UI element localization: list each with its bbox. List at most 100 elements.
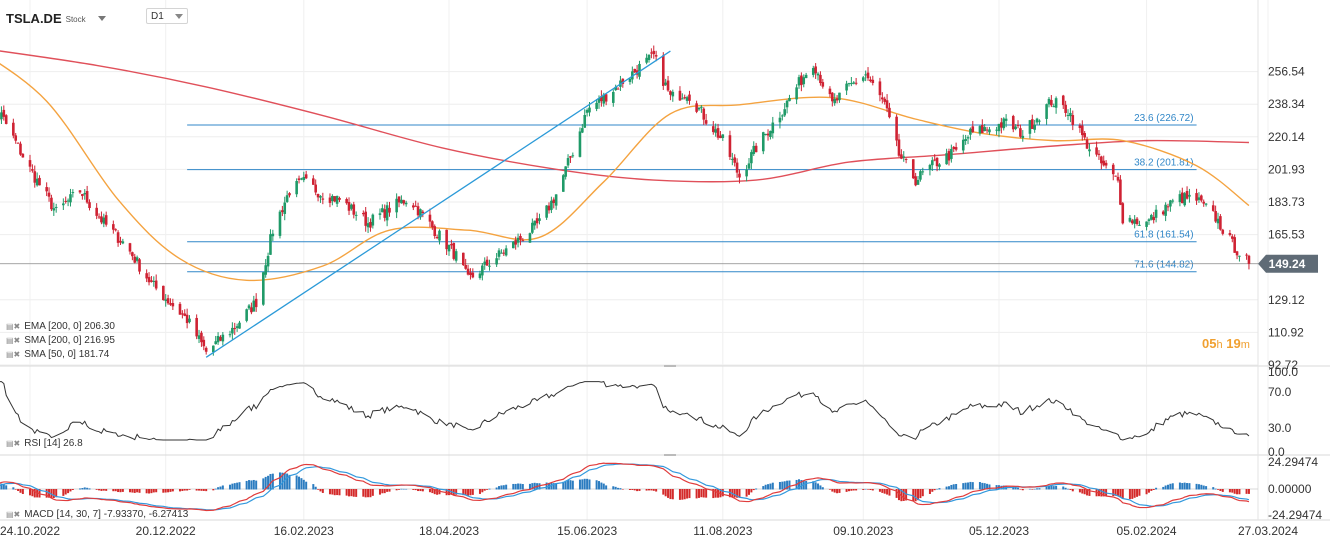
candle-body [545, 205, 548, 218]
candle [981, 119, 984, 134]
macd-histogram-bar [617, 487, 620, 490]
legend-rsi[interactable]: ▤✖ RSI [14] 26.8 [6, 437, 83, 450]
macd-histogram-bar [105, 489, 108, 491]
menu-icon[interactable]: ▤✖ [6, 322, 21, 331]
macd-histogram-bar [212, 489, 215, 491]
macd-histogram-bar [550, 482, 553, 490]
candle-body [602, 94, 606, 104]
candle-body [64, 200, 68, 202]
candle [1245, 253, 1248, 260]
candle [1166, 203, 1170, 212]
candle-body [12, 122, 15, 136]
legend-macd[interactable]: ▤✖ MACD [14, 30, 7] -7.93370, -6.27413 [6, 508, 188, 521]
candle [583, 109, 587, 128]
macd-histogram-bar [321, 489, 324, 493]
candle-body [181, 313, 184, 315]
time-axis: 24.10.2022 20.12.2022 16.02.2023 18.04.2023… [0, 524, 1298, 538]
candle-body [845, 83, 848, 91]
candle-body [452, 242, 456, 259]
candle [319, 195, 322, 203]
candle-body [385, 205, 389, 221]
macd-histogram-bar [362, 489, 365, 497]
candle-body [333, 196, 337, 202]
candle-body [1130, 220, 1134, 224]
candle-body [552, 199, 556, 204]
chevron-down-icon[interactable] [97, 15, 106, 21]
candle-body [200, 332, 203, 343]
candle [2, 105, 6, 121]
macd-histogram-bar [167, 489, 170, 493]
candle-body [1150, 214, 1153, 220]
menu-icon[interactable]: ▤✖ [6, 336, 21, 345]
candle-body [738, 173, 741, 178]
candle-body [4, 115, 8, 124]
macd-histogram-bar [838, 489, 841, 493]
candle-body [97, 216, 101, 218]
macd-histogram-bar [195, 489, 198, 491]
candle-body [116, 232, 120, 243]
legend-sma50[interactable]: ▤✖ SMA [50, 0] 181.74 [6, 348, 109, 361]
timeframe-dropdown[interactable]: D1 [146, 8, 188, 24]
macd-histogram-bar [683, 489, 686, 500]
candle-body [866, 72, 870, 79]
macd-histogram-bar [369, 489, 372, 498]
macd-histogram-bar [1228, 489, 1231, 493]
candle [500, 249, 503, 254]
macd-histogram-bar [100, 489, 103, 491]
candle [535, 212, 539, 229]
menu-icon[interactable]: ▤✖ [6, 350, 21, 359]
last-price-label: 149.24 [1269, 257, 1306, 271]
macd-histogram-bar [1181, 483, 1184, 490]
candle [38, 175, 41, 186]
candle [283, 196, 287, 221]
macd-histogram-bar [912, 489, 915, 502]
macd-histogram-bar [583, 478, 586, 490]
candle [995, 126, 998, 135]
legend-ema200[interactable]: ▤✖ EMA [200, 0] 206.30 [6, 320, 115, 333]
candle [864, 70, 867, 82]
candle-body [1119, 179, 1122, 205]
macd-histogram-bar [1164, 485, 1167, 490]
candle [35, 172, 39, 187]
candle [128, 242, 132, 255]
candle-body [278, 211, 282, 236]
candle-body [978, 126, 982, 134]
menu-icon[interactable]: ▤✖ [6, 439, 21, 448]
candle-body [885, 100, 889, 109]
macd-histogram-bar [398, 489, 401, 490]
candle-body [600, 96, 603, 102]
symbol-selector[interactable]: TSLA.DE Stock [6, 8, 106, 28]
candle [571, 152, 575, 158]
candle [883, 96, 886, 105]
macd-histogram-bar [1081, 489, 1084, 494]
macd-histogram-bar [502, 485, 505, 490]
candle [816, 72, 820, 81]
candle [228, 330, 232, 338]
menu-icon[interactable]: ▤✖ [6, 510, 21, 519]
candle [850, 76, 853, 87]
chevron-down-icon[interactable] [175, 13, 183, 19]
candle-body [414, 205, 417, 207]
macd-histogram-bar [81, 488, 84, 490]
macd-histogram-bar [1205, 486, 1208, 490]
trendline[interactable] [205, 50, 671, 358]
macd-histogram-bar [428, 489, 431, 493]
candle [304, 170, 308, 180]
macd-histogram-bar [217, 487, 220, 490]
candle [495, 253, 498, 267]
candle-body [152, 280, 156, 282]
candle-body [33, 171, 37, 183]
candle [1169, 199, 1172, 212]
candle-body [1233, 237, 1236, 253]
candlesticks[interactable] [0, 45, 1251, 356]
macd-histogram-bar [302, 479, 305, 490]
macd-histogram-bar [1031, 489, 1034, 490]
macd-histogram-bar [248, 480, 251, 490]
macd-histogram-bar [378, 489, 381, 495]
legend-sma200[interactable]: ▤✖ SMA [200, 0] 216.95 [6, 334, 115, 347]
candle [83, 189, 87, 200]
price-tick-label: 92.72 [1268, 358, 1298, 372]
candle [783, 102, 787, 117]
candle [216, 332, 220, 345]
